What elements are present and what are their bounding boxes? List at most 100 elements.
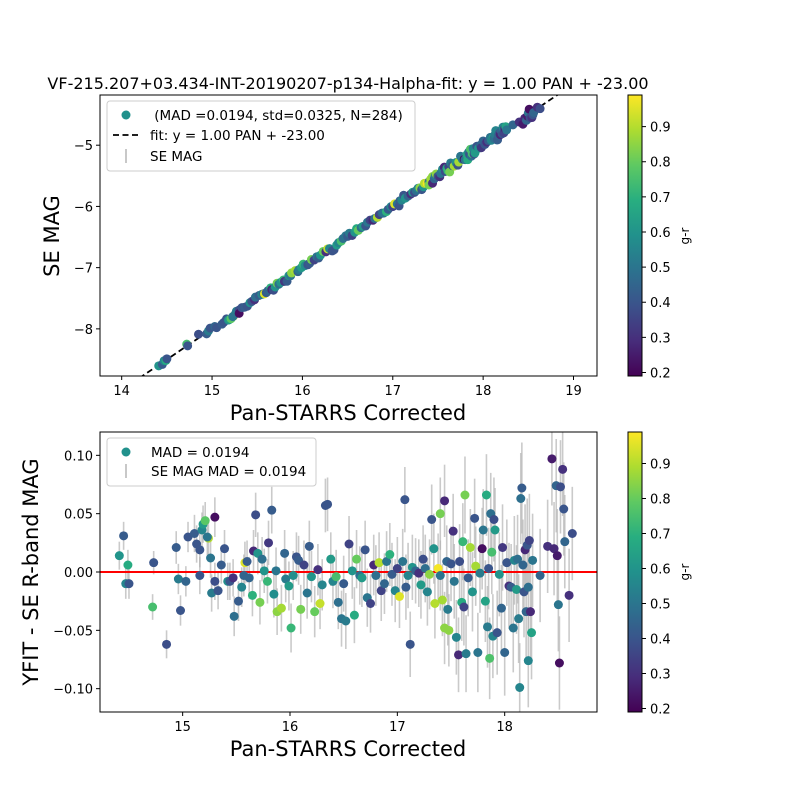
scatter-point (518, 560, 528, 570)
scatter-point (371, 571, 381, 580)
scatter-point (470, 513, 480, 523)
scatter-point (171, 543, 181, 552)
top-x-axis-label: Pan-STARRS Corrected (230, 401, 466, 425)
scatter-point (552, 551, 562, 561)
scatter-point (149, 558, 159, 568)
scatter-point (262, 576, 272, 586)
scatter-point (444, 625, 454, 635)
scatter-point (475, 568, 485, 578)
top-colorbar-tick-label: 0.4 (650, 296, 671, 311)
scatter-point (181, 576, 191, 586)
scatter-point (267, 505, 277, 515)
bottom-y-axis-label: YFIT - SE R-band MAG (19, 458, 43, 686)
scatter-point (286, 623, 296, 633)
bottom-colorbar: 0.2 0.3 0.4 0.5 0.6 0.7 0.8 0.9 g-r (627, 431, 692, 718)
bottom-colorbar-tick-label: 0.6 (650, 563, 671, 578)
scatter-point (508, 623, 518, 633)
scatter-point (515, 683, 525, 692)
scatter-point (302, 588, 312, 598)
scatter-point (210, 512, 220, 522)
scatter-point (567, 529, 577, 538)
scatter-point (500, 648, 510, 657)
scatter-point (403, 571, 413, 580)
bottom-y-tick-label: 0.05 (64, 508, 93, 523)
scatter-point (440, 496, 450, 506)
scatter-point (554, 658, 564, 668)
top-panel: VF-215.207+03.434-INT-20190207-p134-Halp… (40, 74, 692, 425)
scatter-point (195, 571, 205, 580)
scatter-point (269, 589, 279, 599)
top-x-tick-label: 19 (565, 384, 582, 399)
scatter-point (560, 537, 570, 547)
scatter-point (299, 560, 309, 570)
scatter-point (398, 557, 408, 566)
scatter-point (341, 616, 351, 626)
scatter-point (513, 554, 523, 564)
top-colorbar-tick-label: 0.5 (650, 261, 671, 276)
scatter-point (317, 580, 327, 590)
scatter-point (502, 125, 512, 135)
top-x-tick-label: 16 (294, 384, 311, 399)
bottom-y-tick-label: 0.10 (64, 449, 93, 464)
scatter-point (242, 557, 252, 566)
scatter-point (460, 490, 470, 500)
scatter-point (558, 464, 568, 474)
scatter-point (162, 354, 172, 364)
scatter-point (344, 539, 354, 549)
top-colorbar: 0.2 0.3 0.4 0.5 0.6 0.7 0.8 0.9 g-r (627, 94, 692, 381)
scatter-point (401, 582, 411, 592)
bottom-x-tick-label: 15 (174, 720, 191, 735)
scatter-point (433, 564, 443, 573)
scatter-point (349, 610, 359, 620)
top-x-tick-label: 18 (475, 384, 492, 399)
top-y-tick-label: −7 (74, 262, 93, 277)
scatter-point (288, 571, 298, 580)
bottom-colorbar-tick-label: 0.5 (650, 598, 671, 613)
scatter-point (148, 602, 158, 612)
scatter-point (257, 554, 267, 564)
bottom-x-tick-label: 18 (496, 720, 513, 735)
bottom-panel: 15 16 17 18 0.10 0.05 0.00 −0.05 −0.10 Pan-STAR… (19, 431, 692, 761)
scatter-point (220, 544, 230, 554)
scatter-point (202, 532, 212, 542)
bottom-y-tick-label: −0.10 (53, 683, 93, 698)
scatter-point (483, 622, 493, 632)
scatter-point (276, 603, 286, 613)
scatter-point (451, 632, 461, 642)
scatter-point (477, 544, 487, 554)
top-colorbar-tick-label: 0.2 (650, 366, 671, 381)
scatter-point (264, 538, 274, 548)
scatter-point (195, 545, 205, 555)
scatter-point (247, 590, 257, 600)
scatter-point (481, 490, 491, 500)
legend-dot-icon (121, 447, 131, 457)
scatter-point (123, 560, 133, 570)
scatter-point (443, 604, 453, 614)
scatter-point (494, 569, 504, 579)
scatter-point (455, 557, 465, 566)
scatter-point (556, 482, 566, 492)
scatter-point (502, 558, 512, 568)
scatter-point (183, 341, 193, 351)
scatter-point (173, 574, 183, 584)
scatter-point (478, 525, 488, 535)
top-colorbar-tick-label: 0.7 (650, 191, 671, 206)
scatter-point (485, 653, 495, 663)
bottom-x-ticks: 15 16 17 18 (174, 712, 513, 735)
scatter-point (284, 581, 294, 591)
scatter-point (352, 554, 362, 564)
scatter-point (492, 628, 502, 638)
scatter-point (216, 560, 226, 570)
scatter-point (310, 607, 320, 617)
scatter-point (244, 573, 254, 583)
scatter-point (559, 504, 569, 514)
scatter-point (463, 573, 473, 583)
scatter-point (525, 607, 535, 617)
scatter-point (255, 597, 265, 607)
bottom-colorbar-tick-label: 0.8 (650, 493, 671, 508)
top-colorbar-tick-label: 0.3 (650, 331, 671, 346)
scatter-point (465, 543, 475, 552)
top-legend: (MAD =0.0194, std=0.0325, N=284) fit: y … (106, 100, 416, 172)
bottom-scatter-points (114, 454, 577, 692)
scatter-point (484, 564, 494, 573)
